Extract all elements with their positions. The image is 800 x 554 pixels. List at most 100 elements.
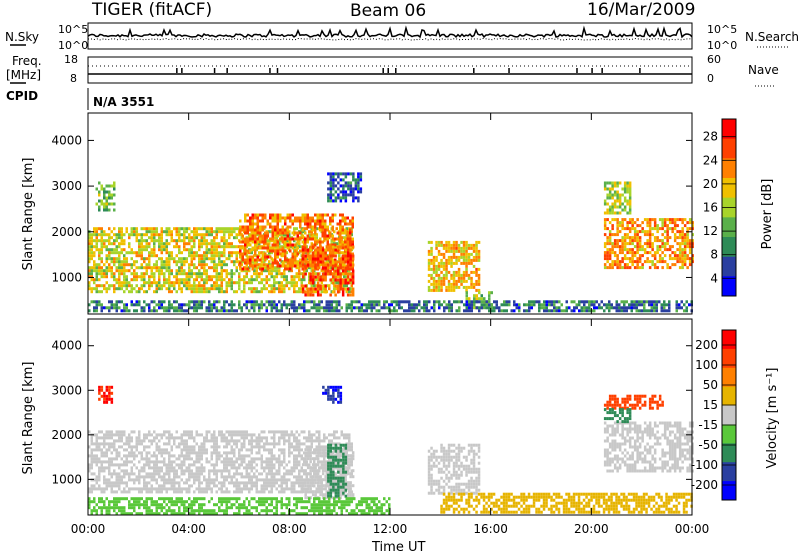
heatmap-cell — [293, 278, 296, 282]
heatmap-cell — [319, 248, 322, 252]
heatmap-cell — [608, 233, 612, 237]
heatmap-cell — [180, 290, 183, 294]
heatmap-cell — [306, 222, 309, 226]
heatmap-cell — [633, 260, 637, 264]
heatmap-cell — [148, 254, 151, 258]
heatmap-cell — [344, 196, 348, 200]
heatmap-cell — [327, 181, 330, 185]
heatmap-cell — [283, 472, 286, 476]
heatmap-cell — [140, 272, 143, 276]
heatmap-cell — [666, 263, 669, 267]
heatmap-cell — [143, 284, 146, 288]
heatmap-cell — [88, 269, 91, 273]
heatmap-cell — [266, 243, 269, 247]
heatmap-cell — [324, 275, 327, 279]
heatmap-cell — [626, 251, 629, 255]
heatmap-cell — [95, 463, 98, 467]
heatmap-cell — [641, 230, 644, 234]
heatmap-cell — [688, 218, 692, 222]
heatmap-cell — [686, 257, 689, 261]
heatmap-cell — [303, 306, 306, 310]
heatmap-cell — [626, 211, 629, 215]
heatmap-cell — [238, 281, 241, 285]
heatmap-cell — [261, 225, 264, 229]
heatmap-cell — [133, 227, 136, 231]
heatmap-cell — [309, 222, 312, 226]
heatmap-cell — [266, 246, 269, 250]
heatmap-cell — [213, 287, 216, 291]
heatmap-cell — [274, 240, 277, 244]
heatmap-cell — [148, 236, 151, 240]
heatmap-cell — [298, 269, 301, 273]
heatmap-cell — [465, 246, 468, 250]
heatmap-cell — [225, 230, 228, 234]
heatmap-cell — [223, 269, 226, 273]
heatmap-cell — [130, 460, 133, 464]
heatmap-cell — [260, 460, 263, 464]
heatmap-cell — [348, 306, 351, 310]
heatmap-cell — [633, 251, 637, 255]
heatmap-cell — [275, 236, 278, 240]
heatmap-cell — [646, 239, 649, 243]
heatmap-cell — [329, 184, 333, 188]
heatmap-cell — [100, 306, 103, 310]
heatmap-cell — [198, 490, 201, 494]
heatmap-cell — [170, 484, 173, 488]
heatmap-cell — [488, 309, 491, 313]
heatmap-cell — [575, 303, 578, 307]
heatmap-cell — [349, 234, 352, 238]
heatmap-cell — [105, 257, 108, 261]
heatmap-cell — [93, 306, 96, 310]
heatmap-cell — [130, 257, 133, 261]
heatmap-cell — [472, 249, 476, 253]
heatmap-cell — [178, 245, 181, 249]
heatmap-cell — [346, 254, 350, 258]
heatmap-cell — [255, 463, 258, 467]
heatmap-cell — [213, 260, 216, 264]
heatmap-cell — [218, 445, 221, 449]
heatmap-cell — [460, 261, 463, 265]
heatmap-cell — [118, 227, 121, 231]
heatmap-cell — [296, 252, 299, 256]
heatmap-cell — [205, 248, 208, 252]
heatmap-cell — [145, 263, 148, 267]
heatmap-cell — [243, 454, 246, 458]
heatmap-cell — [235, 257, 238, 261]
heatmap-cell — [653, 263, 657, 267]
heatmap-cell — [331, 267, 334, 271]
heatmap-cell — [233, 260, 236, 264]
heatmap-cell — [88, 233, 91, 237]
heatmap-cell — [170, 454, 173, 458]
heatmap-cell — [264, 231, 267, 235]
heatmap-cell — [218, 457, 221, 461]
heatmap-cell — [611, 242, 614, 246]
heatmap-cell — [110, 445, 113, 449]
heatmap-cell — [316, 284, 320, 288]
heatmap-cell — [130, 248, 133, 252]
heatmap-cell — [260, 278, 263, 282]
heatmap-cell — [420, 306, 423, 310]
heatmap-cell — [88, 239, 91, 243]
heatmap-cell — [170, 466, 173, 470]
heatmap-cell — [165, 448, 168, 452]
heatmap-cell — [260, 269, 263, 273]
heatmap-cell — [268, 272, 271, 276]
heatmap-cell — [178, 457, 181, 461]
heatmap-cell — [324, 278, 327, 282]
heatmap-cell — [260, 484, 263, 488]
heatmap-cell — [251, 219, 254, 223]
heatmap-cell — [158, 275, 161, 279]
heatmap-cell — [175, 233, 178, 237]
heatmap-cell — [316, 275, 320, 279]
heatmap-cell — [472, 255, 476, 259]
heatmap-cell — [100, 236, 103, 240]
heatmap-cell — [606, 260, 609, 264]
heatmap-cell — [253, 266, 256, 270]
heatmap-cell — [663, 224, 667, 228]
heatmap-cell — [329, 269, 332, 273]
heatmap-cell — [175, 445, 178, 449]
heatmap-cell — [233, 263, 236, 267]
heatmap-cell — [258, 478, 261, 482]
heatmap-cell — [235, 233, 238, 237]
heatmap-cell — [593, 309, 596, 313]
